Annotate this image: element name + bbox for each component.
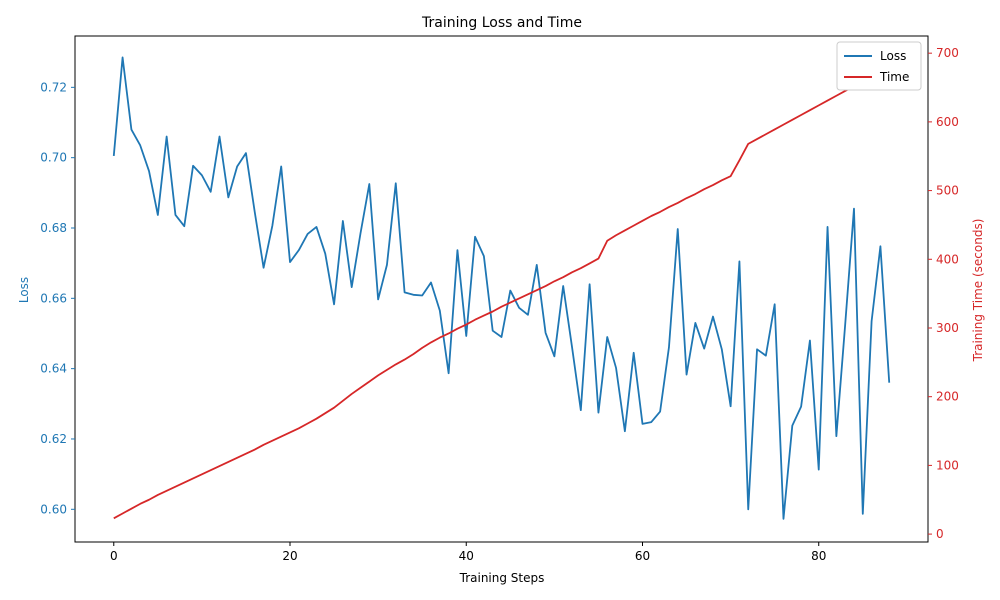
y-left-tick-label: 0.66 — [40, 291, 67, 305]
x-tick-label: 40 — [459, 549, 474, 563]
y-left-tick-label: 0.62 — [40, 432, 67, 446]
legend: Loss Time — [836, 41, 922, 91]
chart-title: Training Loss and Time — [421, 15, 582, 31]
plot-frame — [74, 35, 929, 543]
legend-time-label: Time — [879, 70, 909, 84]
y-axis-right-label: Training Time (seconds) — [971, 219, 985, 363]
axes-layer: 0 20 40 60 80 0.60 0.62 0.64 0.66 0.68 0.70 0.72 0 10… — [40, 35, 959, 563]
series-layer — [112, 56, 891, 520]
y-right-tick-label: 200 — [936, 390, 959, 404]
x-tick-label: 20 — [282, 549, 297, 563]
y-left-tick-label: 0.68 — [40, 221, 67, 235]
y-left-tick-label: 0.64 — [40, 362, 67, 376]
y-right-tick-label: 700 — [936, 46, 959, 60]
series-line-loss — [112, 56, 891, 520]
x-tick-label: 80 — [811, 549, 826, 563]
series-line-time — [113, 60, 890, 520]
y-right-tick-label: 0 — [936, 527, 944, 541]
x-axis-label: Training Steps — [459, 571, 545, 585]
y-left-tick-label: 0.60 — [40, 502, 67, 516]
y-left-tick-label: 0.70 — [40, 151, 67, 165]
y-left-tick-label: 0.72 — [40, 80, 67, 94]
y-right-tick-label: 300 — [936, 321, 959, 335]
x-tick-label: 0 — [110, 549, 118, 563]
x-tick-label: 60 — [635, 549, 650, 563]
y-right-tick-label: 100 — [936, 458, 959, 472]
y-right-tick-label: 500 — [936, 184, 959, 198]
legend-loss-label: Loss — [880, 49, 906, 63]
y-right-tick-label: 400 — [936, 252, 959, 266]
y-axis-left-label: Loss — [17, 277, 31, 303]
y-right-tick-label: 600 — [936, 115, 959, 129]
